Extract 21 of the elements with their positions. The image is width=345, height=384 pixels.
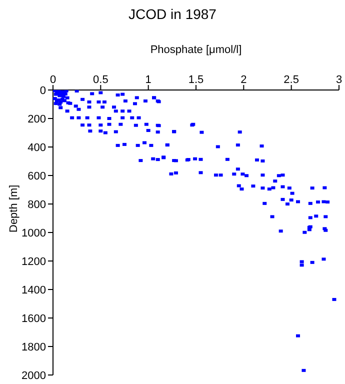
y-tick-label: 1000 [22,227,46,240]
x-tick-label: 2 [240,74,247,86]
y-tick-label: 1600 [22,312,46,325]
x-axis-title: Phosphate [μmol/l] [150,44,242,56]
y-tick-label: 2000 [22,370,46,382]
y-axis-title: Depth [m] [8,184,20,232]
y-tick-label: 1200 [22,256,46,268]
y-tick-label: 1800 [22,341,46,354]
chart-title: JCOD in 1987 [128,6,218,22]
y-tick-label: 400 [28,142,46,154]
y-tick-label: 600 [28,170,46,182]
x-tick-label: 0 [50,74,56,86]
x-tick-label: 0.5 [93,74,108,86]
y-tick-label: 1400 [22,284,46,296]
x-tick-label: 1.5 [188,74,204,86]
y-tick-label: 800 [28,198,46,211]
x-tick-label: 3 [336,74,342,86]
y-tick-label: 0 [40,84,46,97]
y-tick-label: 200 [28,113,46,126]
x-tick-label: 1 [145,74,152,86]
x-tick-label: 2.5 [284,74,299,86]
